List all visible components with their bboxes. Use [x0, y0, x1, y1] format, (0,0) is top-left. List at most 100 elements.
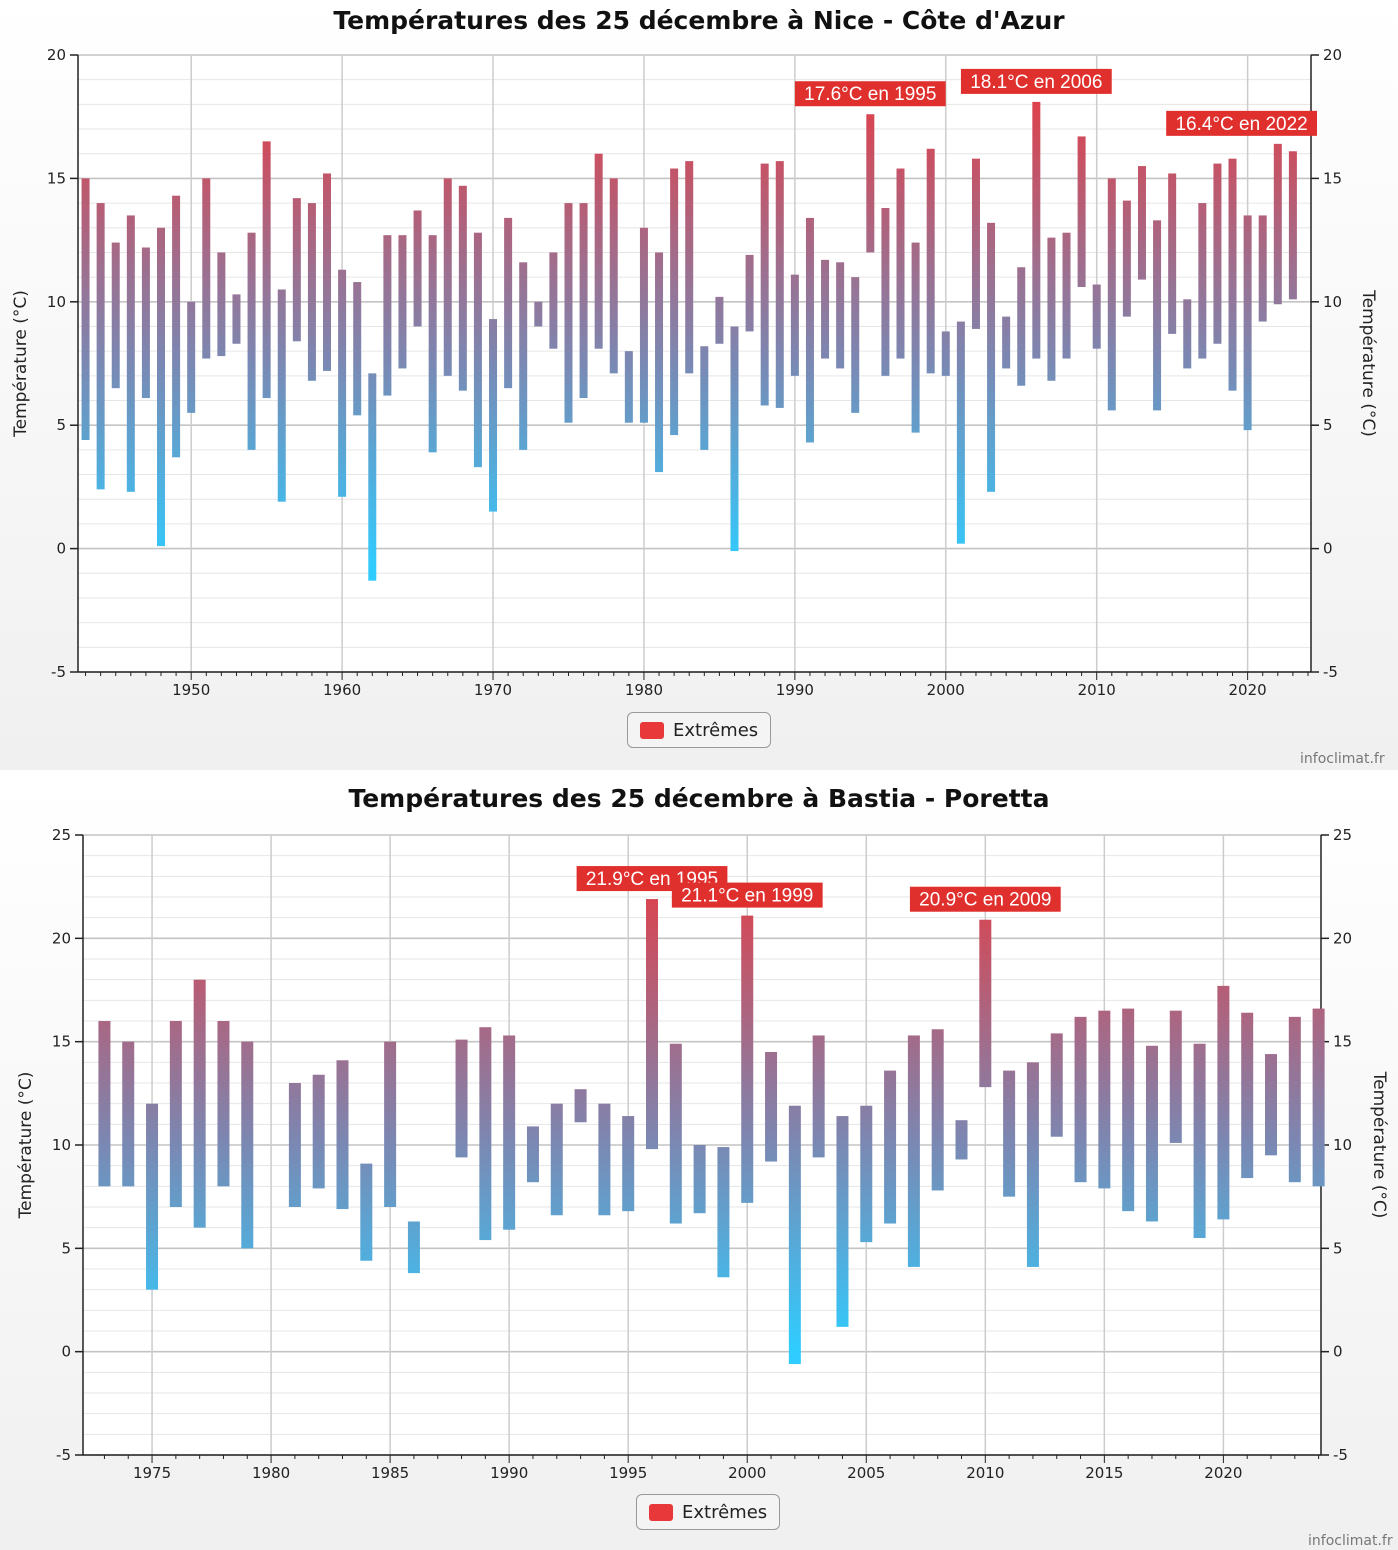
- credit-text: infoclimat.fr: [1300, 751, 1385, 767]
- range-bar: [760, 163, 769, 406]
- range-bar: [1032, 101, 1041, 359]
- range-bar: [141, 247, 150, 399]
- range-bar: [821, 259, 830, 359]
- range-bar: [262, 141, 271, 399]
- range-bar: [122, 1041, 135, 1187]
- range-bar: [987, 222, 996, 492]
- y-tick-label-left: 20: [47, 46, 66, 64]
- credit-text: infoclimat.fr: [1308, 1533, 1393, 1549]
- annotation-label: 20.9°C en 2009: [919, 890, 1051, 911]
- y-tick-label-left: -5: [51, 663, 66, 681]
- range-bar: [1098, 1010, 1111, 1189]
- range-bar: [624, 351, 633, 423]
- x-tick-label: 1980: [252, 1464, 290, 1482]
- range-bar: [931, 1029, 944, 1191]
- annotation-box: [794, 81, 946, 107]
- chart-title: Températures des 25 décembre à Bastia - …: [348, 784, 1050, 813]
- range-bar: [1265, 1054, 1278, 1156]
- range-bar: [1145, 1045, 1158, 1222]
- x-tick-label: 1985: [371, 1464, 409, 1482]
- y-tick-label-right: -5: [1333, 1446, 1348, 1464]
- range-bar: [693, 1145, 706, 1214]
- range-bar: [1258, 215, 1267, 322]
- range-bar: [473, 232, 482, 468]
- range-bar: [1017, 267, 1026, 386]
- range-bar: [534, 301, 543, 327]
- y-tick-label-right: 15: [1323, 169, 1342, 187]
- range-bar: [609, 178, 618, 374]
- range-bar: [146, 1103, 159, 1290]
- range-bar: [323, 173, 332, 371]
- range-bar: [549, 252, 558, 349]
- range-bar: [407, 1221, 420, 1274]
- x-tick-label: 2005: [847, 1464, 885, 1482]
- x-tick-label: 1960: [323, 681, 361, 699]
- y-tick-label-left: 0: [61, 1343, 71, 1361]
- y-tick-label-left: 10: [52, 1136, 71, 1154]
- y-tick-label-left: 20: [52, 929, 71, 947]
- range-bar: [1062, 232, 1071, 359]
- range-bar: [564, 203, 573, 423]
- y-tick-label-right: 15: [1333, 1033, 1352, 1051]
- range-bar: [788, 1105, 801, 1365]
- range-bar: [247, 232, 256, 450]
- range-bar: [836, 1116, 849, 1327]
- x-tick-label: 1970: [474, 681, 512, 699]
- x-tick-label: 1990: [490, 1464, 528, 1482]
- annotation-label: 17.6°C en 1995: [804, 84, 936, 105]
- range-bar: [971, 158, 980, 329]
- range-bar: [1168, 173, 1177, 334]
- range-bar: [622, 1116, 635, 1212]
- range-bar: [1122, 200, 1131, 317]
- range-bar: [1092, 284, 1101, 349]
- y-tick-label-left: 5: [61, 1239, 71, 1257]
- range-bar: [1153, 220, 1162, 411]
- range-bar: [1273, 143, 1282, 305]
- range-bar: [907, 1035, 920, 1267]
- annotation: 20.9°C en 2009: [909, 886, 1061, 912]
- y-tick-label-left: -5: [56, 1446, 71, 1464]
- range-bar: [292, 198, 301, 342]
- range-bar: [383, 235, 392, 396]
- range-bar: [443, 178, 452, 376]
- legend-swatch: [649, 1503, 673, 1521]
- range-bar: [398, 235, 407, 369]
- range-bar: [479, 1027, 492, 1241]
- y-tick-label-right: -5: [1323, 663, 1338, 681]
- annotation-box: [960, 68, 1112, 94]
- range-bar: [312, 1074, 325, 1189]
- range-bar: [338, 269, 347, 497]
- legend-label: Extrêmes: [673, 719, 759, 741]
- x-tick-label: 2010: [966, 1464, 1004, 1482]
- range-bar: [428, 235, 437, 453]
- range-bar: [232, 294, 241, 344]
- y-tick-label-right: 0: [1333, 1343, 1343, 1361]
- annotation: 17.6°C en 1995: [794, 81, 946, 107]
- y-axis-title-left: Température (°C): [16, 1072, 36, 1220]
- range-bar: [941, 331, 950, 376]
- range-bar: [1169, 1010, 1182, 1143]
- x-tick-label: 2015: [1085, 1464, 1123, 1482]
- range-bar: [955, 1120, 968, 1160]
- range-bar: [1074, 1016, 1087, 1183]
- range-bar: [881, 208, 890, 376]
- range-bar: [413, 210, 422, 327]
- range-bar: [1288, 151, 1297, 300]
- annotation: 16.4°C en 2022: [1166, 110, 1317, 136]
- y-axis-title-right: Température (°C): [1369, 1071, 1389, 1219]
- legend-extremes[interactable]: Extrêmes: [636, 1494, 781, 1530]
- range-bar: [911, 242, 920, 433]
- range-bar: [790, 274, 799, 376]
- annotation-box: [909, 886, 1061, 912]
- range-bar: [1217, 985, 1230, 1220]
- annotation-label: 21.1°C en 1999: [681, 886, 813, 907]
- y-tick-label-left: 15: [52, 1033, 71, 1051]
- range-bar: [715, 296, 724, 344]
- range-bar: [1003, 1070, 1016, 1197]
- range-bar: [685, 161, 694, 374]
- range-bar: [336, 1060, 349, 1210]
- legend-extremes[interactable]: Extrêmes: [627, 712, 772, 748]
- range-bar: [368, 373, 377, 581]
- range-bar: [741, 915, 754, 1203]
- y-tick-label-right: 20: [1333, 929, 1352, 947]
